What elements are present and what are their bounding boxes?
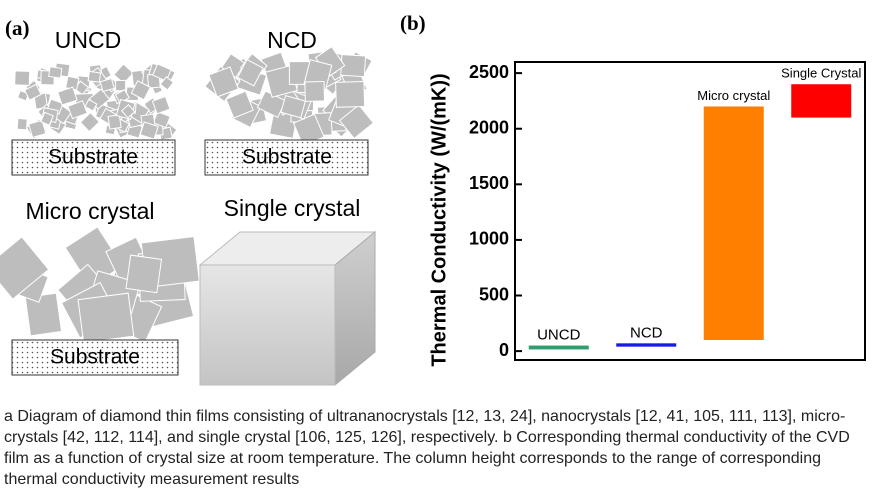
crystal — [67, 100, 88, 120]
diagram-title: UNCD — [55, 27, 121, 53]
crystal — [280, 95, 306, 119]
crystal — [77, 292, 135, 344]
bar — [616, 343, 677, 347]
substrate-label: Substrate — [242, 146, 332, 169]
bar — [703, 106, 764, 340]
substrate-box — [11, 139, 176, 176]
crystal — [236, 58, 264, 87]
bar — [791, 84, 852, 118]
crystal — [159, 76, 175, 91]
crystal — [304, 81, 325, 102]
crystal — [152, 111, 171, 129]
crystal — [338, 104, 375, 140]
crystal — [16, 117, 28, 131]
crystal — [99, 77, 115, 93]
panel-label: (a) — [5, 16, 30, 40]
panel-label: (b) — [400, 11, 426, 35]
diagram-title: NCD — [267, 27, 317, 53]
crystal — [28, 119, 47, 139]
caption: a Diagram of diamond thin films consisti… — [4, 408, 850, 488]
y-tick-label: 2500 — [469, 62, 509, 82]
crystal — [335, 80, 366, 108]
crystal-drawing — [0, 45, 375, 344]
substrate-label: Substrate — [50, 346, 140, 369]
figure: (a) UNCD NCD Micro crystal Single crysta… — [0, 11, 866, 387]
bar-label: Micro crystal — [697, 88, 770, 103]
crystal — [57, 86, 78, 106]
crystal — [120, 104, 136, 119]
crystal — [48, 66, 63, 79]
crystal — [14, 70, 31, 86]
crystal — [23, 83, 42, 101]
y-axis-title: Thermal Conductivity (W/(mK)) — [428, 73, 450, 366]
crystal — [0, 236, 50, 300]
bar-label: UNCD — [537, 327, 580, 344]
y-tick-label: 1000 — [469, 229, 509, 249]
crystal — [79, 111, 101, 133]
y-tick-label: 2000 — [469, 117, 509, 137]
crystal — [139, 121, 159, 140]
y-tick-label: 1500 — [469, 173, 509, 193]
crystal — [225, 90, 254, 119]
bar-label: NCD — [630, 324, 663, 341]
crystal — [107, 114, 122, 130]
crystal — [40, 111, 54, 126]
crystal — [115, 79, 127, 92]
crystal — [130, 80, 151, 101]
diagram-title: Micro crystal — [25, 198, 154, 224]
bar-label: Single Crystal — [781, 66, 861, 81]
crystal — [113, 63, 134, 85]
crystal — [151, 95, 171, 115]
substrate-box — [11, 339, 179, 376]
cube-front — [199, 264, 336, 386]
crystal — [87, 70, 102, 83]
crystal — [125, 254, 163, 294]
bar — [528, 345, 589, 350]
plot-frame — [514, 61, 866, 361]
y-tick-label: 500 — [479, 284, 509, 304]
y-tick-label: 0 — [499, 340, 509, 360]
crystal — [84, 98, 98, 112]
diagram-title: Single crystal — [224, 195, 361, 221]
crystal — [208, 66, 239, 98]
substrate-label: Substrate — [48, 146, 138, 169]
substrate-box — [204, 139, 369, 176]
